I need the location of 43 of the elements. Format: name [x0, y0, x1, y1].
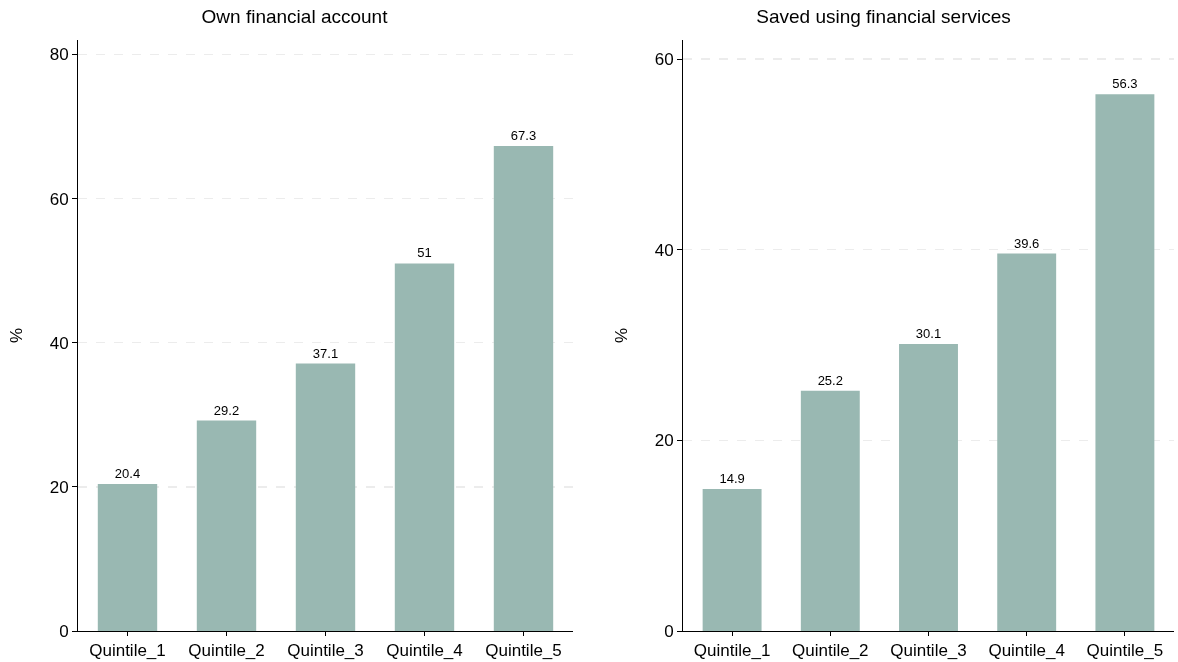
data-label: 25.2 — [817, 372, 843, 388]
x-tick-label: Quintile_1 — [89, 641, 166, 661]
y-axis-title: % — [612, 327, 632, 344]
x-tick-label: Quintile_1 — [693, 641, 771, 661]
data-label: 39.6 — [1014, 235, 1040, 251]
y-tick-label: 20 — [654, 431, 674, 451]
data-label: 37.1 — [312, 345, 339, 361]
data-label: 29.2 — [213, 402, 240, 418]
data-label: 14.9 — [719, 470, 745, 486]
y-tick-label: 20 — [49, 477, 69, 497]
y-tick-label: 80 — [49, 45, 69, 65]
x-tick-label: Quintile_4 — [988, 641, 1065, 661]
y-axis-title: % — [7, 327, 27, 344]
y-tick-label: 40 — [49, 333, 69, 353]
bar — [702, 488, 762, 631]
bar — [1095, 94, 1155, 631]
bar — [899, 344, 958, 631]
x-tick-label: Quintile_2 — [188, 641, 265, 661]
chart-title: Own financial account — [201, 6, 389, 28]
y-tick-label: 60 — [654, 50, 674, 70]
x-tick-label: Quintile_5 — [485, 641, 562, 661]
x-tick-label: Quintile_3 — [890, 641, 967, 661]
data-label: 30.1 — [915, 326, 942, 342]
bar — [196, 420, 257, 631]
data-label: 51 — [417, 245, 432, 261]
bar — [394, 263, 455, 631]
y-tick-label: 40 — [654, 240, 674, 260]
data-label: 67.3 — [510, 127, 537, 143]
y-tick-label: 0 — [664, 621, 674, 641]
x-tick-label: Quintile_4 — [386, 641, 463, 661]
chart-title: Saved using financial services — [756, 6, 1011, 28]
bar — [997, 253, 1057, 631]
y-tick-label: 0 — [59, 621, 69, 641]
data-label: 20.4 — [114, 465, 141, 481]
bar — [295, 363, 356, 631]
bar — [493, 145, 554, 631]
y-tick-label: 60 — [49, 189, 69, 209]
x-tick-label: Quintile_2 — [792, 641, 869, 661]
x-tick-label: Quintile_3 — [287, 641, 364, 661]
bar — [800, 390, 860, 631]
data-label: 56.3 — [1112, 76, 1138, 92]
x-tick-label: Quintile_5 — [1086, 641, 1164, 661]
bar — [97, 483, 158, 631]
